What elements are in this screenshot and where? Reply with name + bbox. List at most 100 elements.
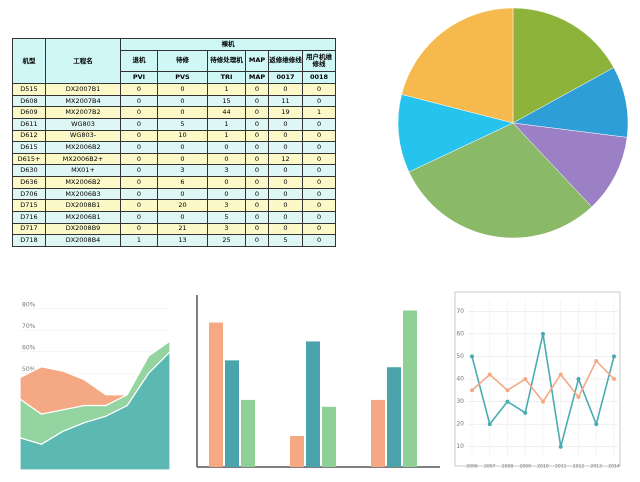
table-row: D636 MX2006B2 0 6 0 0 0 0 — [12, 176, 337, 189]
table-cell: D609 — [12, 106, 46, 119]
table-cell: D608 — [12, 94, 46, 108]
table-cell: MX2006B2 — [45, 141, 121, 154]
pie-slice — [512, 7, 615, 124]
table-cell: 0 — [245, 94, 269, 108]
point — [541, 331, 545, 336]
point — [558, 372, 563, 377]
table-cell: 0 — [245, 222, 269, 236]
pie-slice — [408, 122, 593, 239]
frame — [454, 291, 621, 467]
table-cell: 5 — [207, 210, 246, 224]
table-cell: 0 — [301, 187, 337, 201]
table-cell: 0 — [268, 117, 303, 131]
point — [594, 358, 599, 363]
table-cell: 0 — [157, 106, 208, 119]
point — [470, 388, 474, 393]
table-cell: 0 — [301, 222, 337, 236]
table-cell: DX2008B4 — [45, 234, 121, 247]
table-cell: 0017 — [268, 70, 303, 85]
table-cell: 0 — [120, 129, 158, 143]
table-cell: 0 — [157, 210, 208, 224]
point — [505, 399, 510, 404]
table-row: D715 DX2008B1 0 20 3 0 0 0 — [12, 199, 337, 212]
table-cell: D611 — [12, 117, 46, 131]
point — [576, 395, 581, 400]
table-cell: 5 — [157, 117, 208, 131]
y-tick-label: 70 — [456, 308, 464, 315]
table-cell: 0 — [301, 210, 337, 224]
table-cell: 0 — [268, 176, 303, 189]
x-tick-label: 2007 — [484, 464, 496, 470]
table-cell: 0 — [268, 210, 303, 224]
table-cell: 0 — [268, 187, 303, 201]
table-cell: 0 — [301, 234, 337, 247]
table-cell: MAP — [245, 70, 269, 85]
x-tick-label: 2006 — [466, 464, 478, 470]
table: 机型 工程名 裸机 退机 待修 待修处理机 MAP 返修维修线 用户机维修线 PVI PVS TRI M… — [12, 37, 337, 247]
x-tick-label: 2012 — [573, 464, 585, 470]
table-cell: 裸机 — [119, 38, 337, 51]
table-cell: D715 — [12, 199, 46, 212]
table-cell: 0 — [120, 222, 158, 236]
bar — [371, 399, 385, 467]
table-cell: MAP — [245, 49, 269, 72]
bar — [209, 322, 223, 467]
table-cell: 0 — [120, 94, 158, 108]
bar — [403, 310, 417, 467]
point — [612, 377, 616, 381]
table-cell: 退机 — [120, 49, 158, 72]
table-cell: 3 — [207, 164, 246, 178]
pie-slice — [512, 122, 628, 208]
table-cell: 返修维修线 — [268, 49, 303, 72]
table-cell: 5 — [268, 234, 303, 247]
table-cell: 0 — [207, 176, 246, 189]
table-cell: D615 — [12, 141, 46, 154]
table-cell: 0 — [268, 199, 303, 212]
table-cell: 0 — [301, 117, 337, 131]
table-cell: 1 — [301, 106, 337, 119]
bar — [225, 360, 239, 467]
table-cell: MX2007B2 — [45, 106, 121, 119]
table-cell: 0 — [245, 187, 269, 201]
table-cell: 0 — [120, 106, 158, 119]
y-tick-label: 40 — [456, 376, 464, 383]
table-cell: 待修处理机 — [207, 49, 246, 72]
table-cell: 0 — [268, 83, 303, 96]
table-cell: 3 — [207, 222, 246, 236]
table-cell: 0 — [120, 176, 158, 189]
x-tick-label: 2009 — [520, 464, 532, 470]
table-cell: 0 — [157, 152, 208, 166]
table-cell: 0 — [245, 176, 269, 189]
table-cell: 0 — [245, 129, 269, 143]
table-cell: 0 — [268, 129, 303, 143]
y-tick-label: 50% — [22, 366, 36, 373]
table-row: 机型 工程名 裸机 — [12, 37, 337, 85]
table-cell: 0 — [245, 210, 269, 224]
table-cell: 10 — [157, 129, 208, 143]
table-cell: D515 — [12, 83, 46, 96]
point — [523, 410, 528, 415]
table-cell: 机型 — [12, 37, 46, 85]
table-cell: 0 — [301, 152, 337, 166]
pie-slice — [397, 94, 514, 173]
y-tick-label: 20 — [456, 421, 464, 428]
table-cell: 0 — [301, 176, 337, 189]
table-cell: D636 — [12, 176, 46, 189]
table-cell: 0 — [120, 141, 158, 154]
table-row: D718 DX2008B4 1 13 25 0 5 0 — [12, 234, 337, 247]
table-cell: 1 — [207, 83, 246, 96]
bar — [306, 341, 320, 467]
table-cell: 1 — [207, 129, 246, 143]
table-cell: 1 — [120, 234, 158, 247]
table-cell: DX2007B1 — [45, 83, 121, 96]
point — [541, 399, 545, 404]
point — [612, 354, 616, 359]
point — [487, 372, 492, 377]
table-cell: 3 — [207, 199, 246, 212]
table-cell: 0 — [268, 141, 303, 154]
table-row: D608 MX2007B4 0 0 15 0 11 0 — [12, 94, 337, 108]
table-row: D612 WG803- 0 10 1 0 0 0 — [12, 129, 337, 143]
table-cell: 0 — [207, 141, 246, 154]
table-cell: 0 — [157, 187, 208, 201]
